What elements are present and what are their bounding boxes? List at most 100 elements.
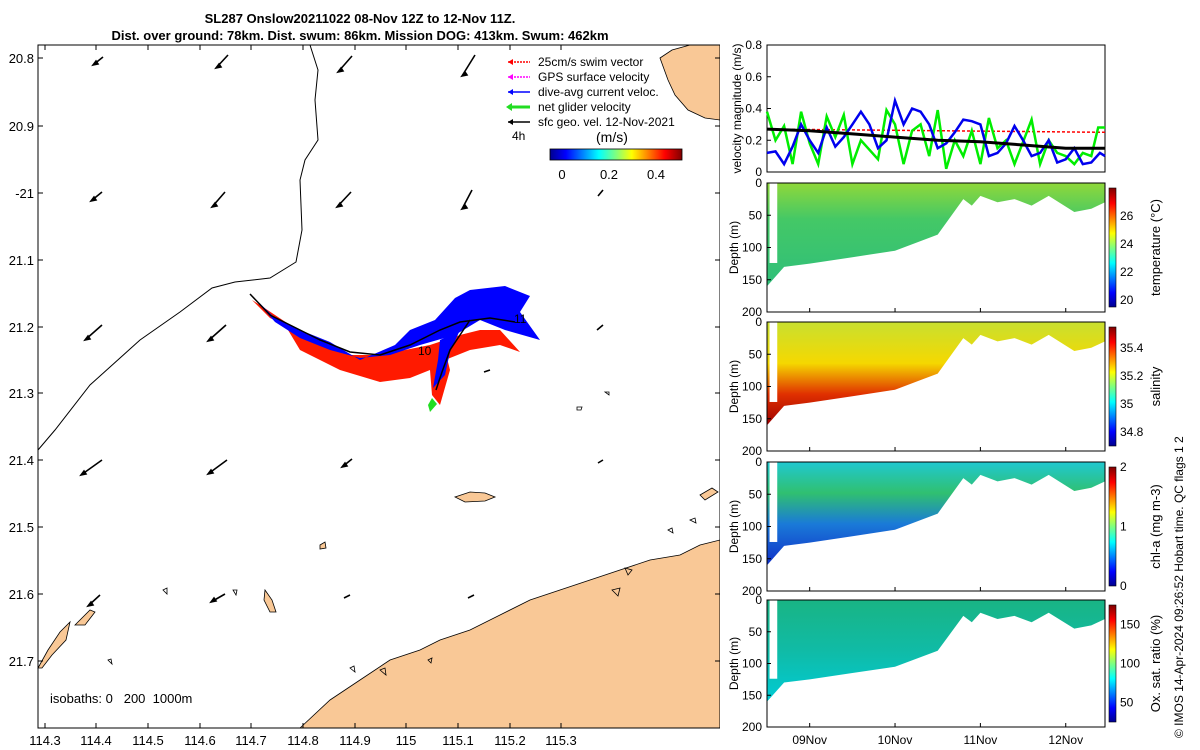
velocity-ylabel: velocity magnitude (m/s) bbox=[730, 43, 744, 173]
colorbar-tick-label: 24 bbox=[1120, 237, 1134, 251]
y-tick-label: 21.5 bbox=[9, 520, 34, 535]
y-tick-label: 50 bbox=[749, 625, 763, 639]
colorbar-tick-label: 34.8 bbox=[1120, 425, 1144, 439]
arrow bbox=[340, 458, 353, 469]
salinity-panel: 0 50 100 150 200 Depth (m) 34.8 35 35.2 35.4 salin… bbox=[727, 315, 1163, 458]
x-tick-label: 10Nov bbox=[878, 733, 913, 747]
salinity-data-gap bbox=[769, 322, 778, 402]
y-tick-label: 0 bbox=[755, 165, 762, 179]
island-small3 bbox=[319, 541, 327, 550]
legend-gps-velocity: GPS surface velocity bbox=[508, 70, 649, 84]
islet-6 bbox=[689, 517, 697, 524]
x-tick-label: 115.3 bbox=[545, 733, 577, 748]
salinity-colorbar bbox=[1108, 326, 1117, 447]
arrow bbox=[91, 56, 104, 67]
x-tick-label: 12Nov bbox=[1048, 733, 1083, 747]
colorbar-tick-label: 26 bbox=[1120, 209, 1134, 223]
islet-7 bbox=[162, 587, 168, 595]
oxygen-panel: 0 50 100 150 200 Depth (m) 50 100 150 Ox. sat. ra… bbox=[727, 593, 1163, 747]
oxygen-colorbar-label: Ox. sat. ratio (%) bbox=[1148, 615, 1163, 713]
map-legend: 25cm/s swim vector GPS surface velocity … bbox=[506, 55, 675, 143]
arrow bbox=[209, 593, 226, 604]
x-tick-label: 11Nov bbox=[963, 733, 997, 747]
chart-title-line2: Dist. over ground: 78km. Dist. swum: 86k… bbox=[111, 28, 609, 43]
arrow bbox=[335, 191, 352, 209]
legend-label: 25cm/s swim vector bbox=[538, 55, 643, 69]
island-west bbox=[37, 620, 71, 669]
glider-track bbox=[249, 286, 540, 412]
y-tick-label: 0 bbox=[755, 455, 762, 469]
islet-8 bbox=[232, 589, 238, 597]
arrow bbox=[83, 324, 103, 342]
day-label-10: 10 bbox=[418, 344, 432, 358]
y-tick-label: 20.8 bbox=[9, 51, 34, 66]
velocity-series-line bbox=[766, 127, 1105, 150]
colorbar-tick-label: 20 bbox=[1120, 293, 1134, 307]
arrow bbox=[336, 55, 353, 74]
island-small2 bbox=[699, 487, 719, 501]
y-tick-label: 100 bbox=[742, 657, 762, 671]
island-west2 bbox=[74, 609, 96, 626]
net-velocity bbox=[428, 398, 437, 412]
map-contours bbox=[37, 44, 319, 451]
colorbar-tick-label: 35 bbox=[1120, 397, 1134, 411]
colorbar-tick-label: 1 bbox=[1120, 520, 1127, 534]
islet-10 bbox=[379, 667, 387, 676]
y-tick-label: 150 bbox=[742, 412, 762, 426]
arrow bbox=[343, 594, 351, 599]
y-tick-label: 0 bbox=[755, 315, 762, 329]
islet-3 bbox=[667, 527, 674, 534]
velocity-plot-area bbox=[766, 44, 1106, 173]
temperature-colorbar bbox=[1108, 187, 1117, 308]
arrow bbox=[596, 324, 604, 331]
colorbar-tick-label: 150 bbox=[1120, 618, 1140, 632]
x-tick-label: 114.9 bbox=[339, 733, 371, 748]
arrow bbox=[597, 459, 604, 464]
colorbar-tick-label: 35.2 bbox=[1120, 369, 1144, 383]
legend-label: sfc geo. vel. 12-Nov-2021 bbox=[538, 115, 675, 129]
y-tick-label: 50 bbox=[749, 208, 763, 222]
credit-text: © IMOS 14-Apr-2024 09:26:52 Hobart time.… bbox=[1172, 436, 1186, 738]
day-label-11: 11 bbox=[514, 312, 527, 326]
chl-ylabel: Depth (m) bbox=[727, 500, 741, 553]
arrow bbox=[460, 54, 476, 78]
salinity-ylabel: Depth (m) bbox=[727, 360, 741, 413]
coast-mainland bbox=[298, 539, 720, 729]
arrow bbox=[206, 459, 228, 476]
isobath-200 bbox=[37, 44, 319, 451]
islet-1 bbox=[576, 406, 583, 411]
y-tick-label: 21.3 bbox=[9, 386, 34, 401]
y-tick-label: 200 bbox=[742, 444, 762, 458]
y-tick-label: 0.8 bbox=[745, 38, 762, 52]
colorbar-tick-label: 35.4 bbox=[1120, 341, 1144, 355]
colorbar-tick-label: 2 bbox=[1120, 460, 1127, 474]
map-land bbox=[37, 44, 720, 729]
legend-label: GPS surface velocity bbox=[538, 70, 649, 84]
y-tick-label: 100 bbox=[742, 520, 762, 534]
speed-colorbar bbox=[549, 148, 683, 161]
y-tick-label: 21.6 bbox=[9, 587, 34, 602]
x-tick-label: 114.5 bbox=[132, 733, 164, 748]
y-tick-label: 150 bbox=[742, 552, 762, 566]
x-tick-label: 09Nov bbox=[792, 733, 827, 747]
y-tick-label: 100 bbox=[742, 241, 762, 255]
temperature-section-fill bbox=[767, 183, 1105, 287]
y-tick-label: 0 bbox=[755, 176, 762, 190]
y-tick-label: 150 bbox=[742, 273, 762, 287]
y-tick-label: 200 bbox=[742, 584, 762, 598]
chart-title-line1: SL287 Onslow20211022 08-Nov 12Z to 12-No… bbox=[204, 11, 516, 26]
colorbar-tick-label: 100 bbox=[1120, 657, 1140, 671]
arrow bbox=[483, 369, 491, 373]
chl-colorbar bbox=[1108, 466, 1117, 587]
legend-swim-vector: 25cm/s swim vector bbox=[508, 55, 643, 69]
legend-dive-avg: dive-avg current veloc. bbox=[508, 85, 659, 99]
legend-label: net glider velocity bbox=[538, 100, 631, 114]
islet-12 bbox=[427, 657, 433, 664]
track-line bbox=[249, 293, 516, 391]
islet-4 bbox=[624, 567, 633, 576]
y-tick-label: 0.2 bbox=[745, 133, 762, 147]
y-tick-label: 0.4 bbox=[745, 102, 762, 116]
chl-panel: 0 50 100 150 200 Depth (m) 0 1 2 chl-a (mg m-3) bbox=[727, 455, 1163, 598]
y-tick-label: 21.4 bbox=[9, 453, 34, 468]
